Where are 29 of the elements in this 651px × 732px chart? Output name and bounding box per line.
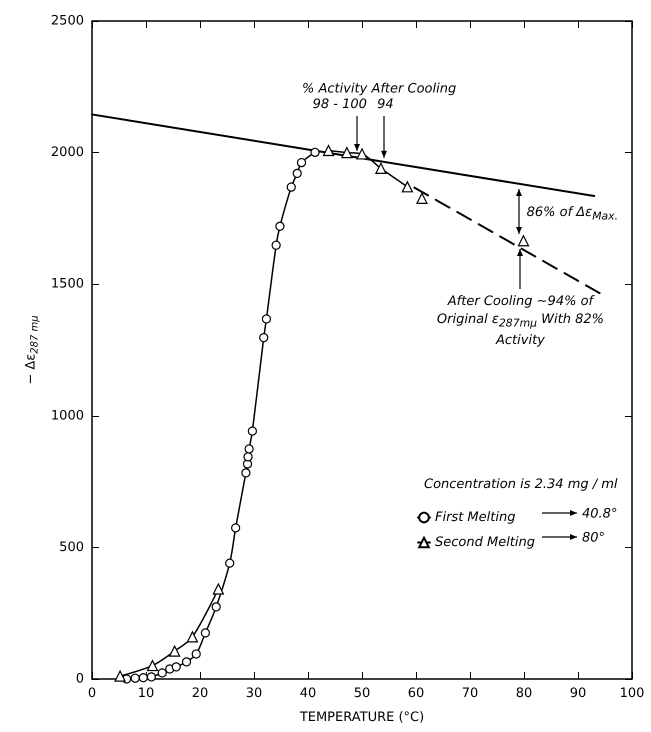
y-tick-label: 0 (76, 672, 84, 686)
x-tick-label: 80 (516, 686, 532, 701)
y-tick-label: 2500 (50, 14, 84, 28)
annotation: 98 - 100 (312, 96, 367, 114)
x-tick-label: 40 (300, 686, 316, 701)
x-tick-label: 60 (408, 686, 424, 701)
legend-label: Second Melting (435, 535, 536, 550)
y-tick-label: 1000 (50, 408, 84, 424)
x-tick-label: 10 (138, 686, 154, 701)
annotation: 40.8° (582, 506, 618, 522)
y-axis-title: − Δε287 mμ (24, 315, 40, 385)
legend-title: Concentration is 2.34 mg / ml (424, 477, 618, 492)
x-tick-label: 20 (192, 686, 208, 701)
x-tick-label: 30 (246, 686, 262, 701)
x-axis-title: TEMPERATURE (°C) (298, 710, 424, 725)
y-tick-label: 500 (59, 540, 84, 555)
annotation: 94 (377, 96, 394, 114)
annotation: After Cooling ~94% of Original ε$_{287mμ}$ With 82% Activity (436, 292, 605, 350)
x-tick-label: 0 (88, 686, 96, 701)
annotation: % Activity After Cooling (302, 82, 456, 96)
x-tick-label: 100 (620, 686, 644, 701)
y-tick-label: 1500 (50, 276, 84, 292)
annotation: 86% of Δε$_{Max.}$ (526, 204, 618, 224)
y-tick-label: 2000 (50, 145, 84, 160)
legend-label: First Melting (435, 510, 516, 525)
x-tick-label: 90 (570, 686, 586, 701)
x-tick-label: 70 (462, 686, 478, 701)
annotation: 80° (582, 530, 606, 546)
x-tick-label: 50 (354, 686, 370, 701)
